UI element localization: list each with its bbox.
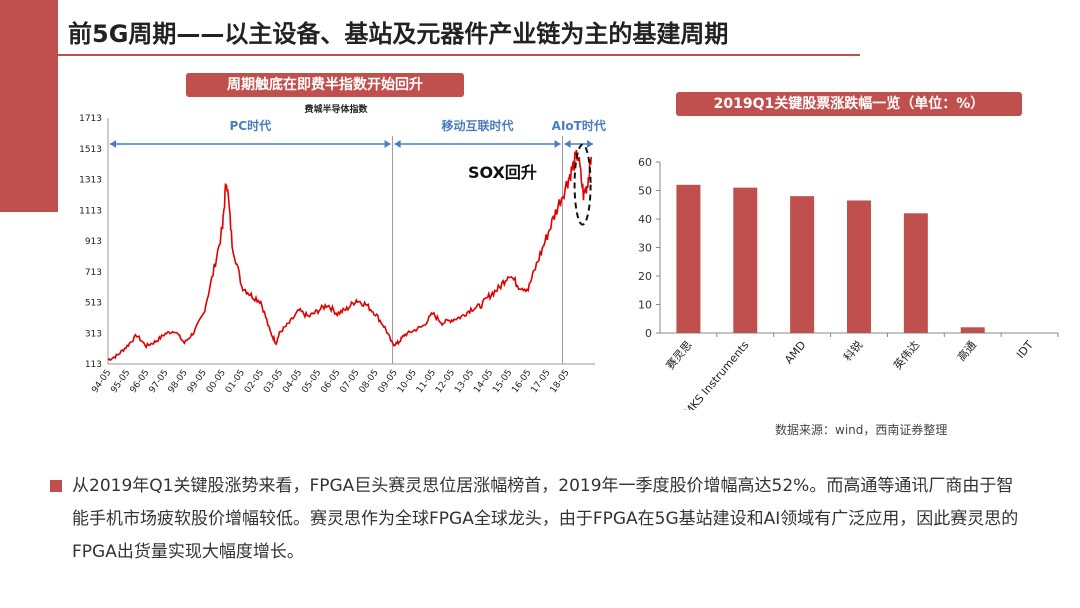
bar-chart-y-tick: 50	[638, 185, 652, 198]
line-chart-x-tick: 10-05	[396, 368, 419, 395]
era-label: 移动互联时代	[442, 118, 514, 133]
bar-chart-x-tick: IDT	[1014, 338, 1036, 361]
line-chart-y-tick: 1513	[79, 145, 102, 155]
bar-chart-x-tick: 科锐	[840, 338, 865, 364]
line-chart-x-tick: 01-05	[224, 368, 247, 395]
left-chart-caption: 周期触底在即费半指数开始回升	[186, 73, 464, 97]
era-arrow-head-left	[394, 140, 401, 148]
slide-title: 前5G周期——以主设备、基站及元器件产业链为主的基建周期	[68, 20, 729, 48]
line-chart-y-tick: 113	[85, 360, 102, 370]
bar-chart-y-ticks: 0 10 20 30 40 50 60	[638, 156, 660, 340]
line-chart-x-tick: 94-05	[90, 368, 113, 395]
title-rule	[58, 54, 860, 56]
bar-5	[903, 213, 928, 333]
bar-chart-y-tick: 20	[638, 270, 652, 283]
line-chart-x-tick: 98-05	[167, 368, 190, 395]
bar-chart-x-tick: AMD	[782, 339, 808, 367]
bar-chart-y-tick: 30	[638, 242, 652, 255]
bar-chart-y-tick: 0	[645, 327, 652, 340]
line-chart-y-tick: 1113	[79, 206, 102, 216]
accent-block	[0, 0, 58, 212]
body-paragraph: 从2019年Q1关键股涨势来看，FPGA巨头赛灵思位居涨幅榜首，2019年一季度…	[72, 476, 1019, 562]
line-chart-y-tick: 1313	[79, 176, 102, 186]
line-chart-x-tick: 95-05	[109, 368, 132, 395]
series-line-sox	[107, 149, 592, 362]
line-chart-axes	[107, 118, 595, 365]
line-chart-x-tick: 97-05	[148, 368, 171, 395]
line-chart-y-ticks: 113 313 513 713 913 1113 1313 1513 1713	[79, 114, 102, 370]
line-chart-x-tick: 06-05	[319, 368, 342, 395]
line-chart-x-tick: 03-05	[262, 368, 285, 395]
line-chart-y-tick: 1713	[79, 114, 102, 124]
line-chart-y-tick: 913	[85, 237, 102, 247]
line-chart-x-tick: 13-05	[453, 368, 476, 395]
bullet-marker	[50, 480, 62, 492]
right-chart-caption: 2019Q1关键股票涨跌幅一览（单位：%）	[676, 92, 1022, 116]
line-chart-y-tick: 513	[85, 299, 102, 309]
era-arrow-head-right	[384, 140, 391, 148]
line-chart-x-tick: 08-05	[358, 368, 381, 395]
era-label: AIoT时代	[552, 118, 606, 133]
bar-chart-x-tick: 英伟达	[890, 338, 922, 372]
bar-3	[790, 196, 815, 333]
line-chart-y-tick: 713	[85, 268, 102, 278]
line-chart-x-tick: 17-05	[530, 368, 553, 395]
era-arrow-head-left	[564, 140, 571, 148]
bar-chart-y-tick: 60	[638, 156, 652, 169]
era-arrow-head-right	[554, 140, 561, 148]
line-chart-x-tick: 18-05	[549, 368, 572, 395]
line-chart-x-tick: 96-05	[128, 368, 151, 395]
line-chart-x-tick: 11-05	[415, 368, 438, 395]
bar-chart-x-tick: 赛灵思	[663, 338, 695, 372]
data-source-note: 数据来源：wind，西南证券整理	[775, 423, 948, 437]
bar-chart-y-tick: 10	[638, 299, 652, 312]
line-chart-x-tick: 16-05	[510, 368, 533, 395]
line-chart-x-tick: 05-05	[300, 368, 323, 395]
line-chart-title: 费城半导体指数	[304, 103, 368, 115]
era-arrow-head-right	[587, 140, 593, 148]
bar-chart-y-tick: 40	[638, 213, 652, 226]
callout-ellipse	[573, 143, 592, 226]
line-chart-eras: PC时代 移动互联时代 AIoT时代	[110, 118, 606, 364]
bar-4	[847, 200, 871, 333]
line-chart-x-tick: 12-05	[434, 368, 457, 395]
bar-chart-bars	[676, 184, 985, 333]
bar-chart-x-tick: 高通	[954, 338, 979, 364]
bar-6	[960, 327, 985, 333]
line-chart-x-tick: 99-05	[186, 368, 209, 395]
line-chart-x-tick: 02-05	[243, 368, 266, 395]
line-chart-x-tick: 14-05	[472, 368, 495, 395]
line-chart-x-tick: 09-05	[377, 368, 400, 395]
sox-line-chart: 113 313 513 713 913 1113 1313 1513 1713 94-0595-…	[79, 103, 606, 395]
era-arrow-head-left	[110, 140, 116, 148]
line-chart-x-ticks: 94-0595-0596-0597-0598-0599-0500-0501-05…	[90, 368, 572, 395]
line-chart-y-tick: 313	[85, 329, 102, 339]
callout-sox-rise: SOX回升	[468, 163, 537, 182]
line-chart-x-tick: 07-05	[339, 368, 362, 395]
line-chart-x-tick: 00-05	[205, 368, 228, 395]
line-chart-x-tick: 04-05	[281, 368, 304, 395]
bar-1	[676, 184, 701, 333]
bar-2	[733, 187, 758, 333]
era-label: PC时代	[229, 118, 271, 133]
line-chart-x-tick: 15-05	[491, 368, 514, 395]
